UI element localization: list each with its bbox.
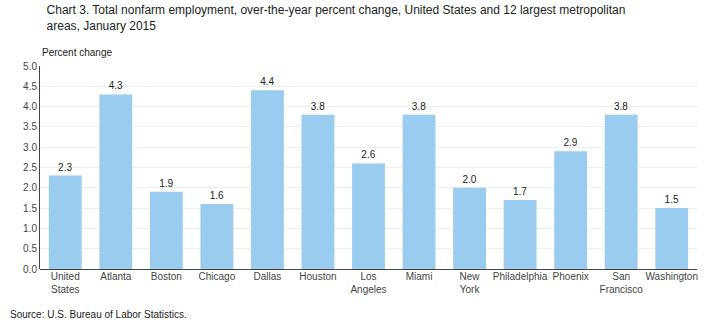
svg-text:SanFrancisco: SanFrancisco <box>600 271 644 295</box>
svg-text:1.6: 1.6 <box>210 190 224 201</box>
svg-text:Phoenix: Phoenix <box>553 271 589 282</box>
svg-text:0.5: 0.5 <box>23 243 37 254</box>
svg-text:Dallas: Dallas <box>254 271 282 282</box>
svg-text:3.8: 3.8 <box>412 101 426 112</box>
svg-text:NewYork: NewYork <box>460 271 481 295</box>
svg-text:Washington: Washington <box>646 271 698 282</box>
svg-text:3.8: 3.8 <box>311 101 325 112</box>
svg-text:5.0: 5.0 <box>23 61 37 72</box>
svg-text:Atlanta: Atlanta <box>100 271 132 282</box>
svg-text:3.5: 3.5 <box>23 121 37 132</box>
svg-text:Miami: Miami <box>406 271 433 282</box>
svg-text:Percent change: Percent change <box>42 47 112 58</box>
svg-text:LosAngeles: LosAngeles <box>350 271 386 295</box>
svg-text:1.9: 1.9 <box>159 178 173 189</box>
svg-text:3.8: 3.8 <box>614 101 628 112</box>
svg-text:1.5: 1.5 <box>665 194 679 205</box>
svg-text:4.5: 4.5 <box>23 81 37 92</box>
svg-text:4.0: 4.0 <box>23 101 37 112</box>
svg-text:Philadelphia: Philadelphia <box>493 271 548 282</box>
svg-text:2.3: 2.3 <box>58 162 72 173</box>
svg-text:1.7: 1.7 <box>513 186 527 197</box>
svg-text:2.6: 2.6 <box>361 149 375 160</box>
svg-text:Source: U.S. Bureau of Labor S: Source: U.S. Bureau of Labor Statistics. <box>10 309 187 320</box>
svg-text:4.4: 4.4 <box>260 76 274 87</box>
svg-text:1.5: 1.5 <box>23 203 37 214</box>
svg-text:2.9: 2.9 <box>563 137 577 148</box>
svg-text:Houston: Houston <box>299 271 336 282</box>
svg-text:2.5: 2.5 <box>23 162 37 173</box>
svg-text:0.0: 0.0 <box>23 264 37 275</box>
svg-text:2.0: 2.0 <box>23 182 37 193</box>
svg-text:Boston: Boston <box>151 271 182 282</box>
svg-text:Chicago: Chicago <box>199 271 236 282</box>
svg-text:2.0: 2.0 <box>462 174 476 185</box>
svg-text:1.0: 1.0 <box>23 223 37 234</box>
svg-text:3.0: 3.0 <box>23 142 37 153</box>
svg-text:Chart 3. Total nonfarm employm: Chart 3. Total nonfarm employment, over-… <box>47 3 626 33</box>
svg-text:4.3: 4.3 <box>109 80 123 91</box>
svg-text:UnitedStates: UnitedStates <box>51 271 80 295</box>
